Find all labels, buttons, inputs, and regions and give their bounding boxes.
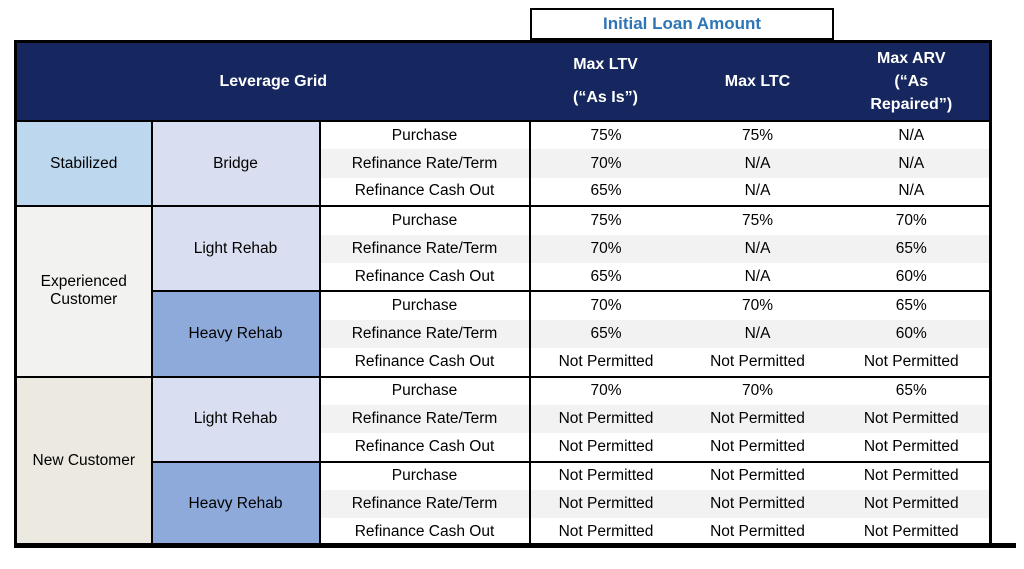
table-row: Heavy Rehab Purchase Not Permitted Not P… [16,461,991,547]
loan-type-cell: Purchase [319,121,531,150]
loan-type-cell: Refinance Cash Out [319,518,531,547]
value-cell: N/A [681,262,834,293]
table-row: Refinance Cash Out Not Permitted Not Per… [16,348,991,378]
value-cell: Not Permitted [529,404,682,434]
table-row: Refinance Cash Out 65% N/A N/A [16,177,991,208]
max-ltc-label: Max LTC [724,72,791,90]
initial-loan-amount-banner: Initial Loan Amount [530,8,834,40]
value-cell: Not Permitted [529,461,682,491]
as-repaired-label-2: Repaired”) [870,96,953,113]
value-cell: 65% [833,234,991,263]
table-row: Refinance Rate/Term Not Permitted Not Pe… [16,490,991,519]
value-cell: Not Permitted [681,433,834,463]
value-cell: 75% [681,121,834,150]
value-cell: N/A [833,177,991,208]
value-cell: Not Permitted [529,433,682,463]
value-cell: Not Permitted [681,348,834,378]
value-cell: Not Permitted [833,461,991,491]
value-cell: 75% [529,121,682,150]
value-cell: 65% [529,319,682,349]
loan-type-cell: Refinance Rate/Term [319,404,531,434]
loan-type-cell: Purchase [319,376,531,405]
value-cell: N/A [681,177,834,208]
loan-type-cell: Refinance Rate/Term [319,319,531,349]
loan-type-cell: Purchase [319,461,531,491]
product-cell: Heavy Rehab [151,461,321,547]
value-cell: 75% [529,206,682,235]
max-arv-label: Max ARV [877,50,946,67]
value-cell: N/A [833,121,991,150]
as-is-label: (“As Is”) [573,89,638,106]
loan-type-cell: Refinance Cash Out [319,262,531,293]
value-cell: Not Permitted [681,518,834,547]
value-cell: Not Permitted [833,348,991,378]
customer-cell: Experienced Customer [15,206,153,378]
value-cell: 60% [833,319,991,349]
as-repaired-label-1: (“As [894,73,929,90]
value-cell: Not Permitted [681,461,834,491]
value-cell: N/A [833,149,991,178]
leverage-grid-table: Leverage Grid Max LTV (“As Is”) Max LTC … [14,40,992,549]
loan-type-cell: Refinance Cash Out [319,433,531,463]
value-cell: 70% [529,149,682,178]
value-cell: 70% [529,234,682,263]
value-cell: 70% [681,291,834,320]
value-cell: Not Permitted [529,490,682,519]
col-header-max-arv: Max ARV (“As Repaired”) [833,41,991,122]
value-cell: 65% [833,291,991,320]
product-cell: Light Rehab [151,206,321,293]
table-row: Refinance Cash Out Not Permitted Not Per… [16,433,991,463]
value-cell: 65% [529,262,682,293]
header-row: Leverage Grid Max LTV (“As Is”) Max LTC … [15,41,991,122]
leverage-grid-title: Leverage Grid [15,41,530,122]
loan-type-cell: Refinance Rate/Term [319,234,531,263]
table-row: Refinance Rate/Term Not Permitted Not Pe… [16,404,991,434]
value-cell: N/A [681,319,834,349]
value-cell: 75% [681,206,834,235]
loan-type-cell: Refinance Cash Out [319,348,531,378]
loan-type-cell: Purchase [319,291,531,320]
value-cell: 70% [529,291,682,320]
customer-cell: New Customer [15,376,153,547]
value-cell: Not Permitted [833,490,991,519]
value-cell: Not Permitted [681,404,834,434]
product-cell: Bridge [151,121,321,208]
initial-loan-amount-label: Initial Loan Amount [602,14,762,33]
value-cell: Not Permitted [529,518,682,547]
value-cell: N/A [681,149,834,178]
table-row: New Customer Light Rehab Purchase 70% 70… [15,376,991,547]
table-row: Stabilized Bridge Purchase 75% 75% N/A [15,121,991,208]
loan-type-cell: Refinance Rate/Term [319,490,531,519]
value-cell: Not Permitted [681,490,834,519]
table-row: Refinance Rate/Term 65% N/A 60% [16,319,991,349]
value-cell: Not Permitted [529,348,682,378]
value-cell: Not Permitted [833,433,991,463]
value-cell: Not Permitted [833,404,991,434]
table-row: Refinance Cash Out Not Permitted Not Per… [16,518,991,547]
value-cell: N/A [681,234,834,263]
table-row: Refinance Cash Out 65% N/A 60% [16,262,991,293]
col-header-max-ltc: Max LTC [681,41,834,122]
table-row: Heavy Rehab Purchase 70% 70% 65% [16,291,991,378]
table-bottom-rule [14,543,1016,548]
value-cell: 65% [833,376,991,405]
table-row: Refinance Rate/Term 70% N/A N/A [16,149,991,178]
table-row: Refinance Rate/Term 70% N/A 65% [16,234,991,263]
value-cell: 65% [529,177,682,208]
loan-type-cell: Refinance Rate/Term [319,149,531,178]
value-cell: 60% [833,262,991,293]
customer-cell: Stabilized [15,121,153,208]
value-cell: 70% [529,376,682,405]
loan-type-cell: Refinance Cash Out [319,177,531,208]
loan-type-cell: Purchase [319,206,531,235]
value-cell: 70% [833,206,991,235]
max-ltv-label: Max LTV [573,56,638,73]
product-cell: Heavy Rehab [151,291,321,378]
value-cell: 70% [681,376,834,405]
col-header-max-ltv: Max LTV (“As Is”) [529,41,682,122]
value-cell: Not Permitted [833,518,991,547]
product-cell: Light Rehab [151,376,321,463]
table-row: Experienced Customer Light Rehab Purchas… [15,206,991,378]
